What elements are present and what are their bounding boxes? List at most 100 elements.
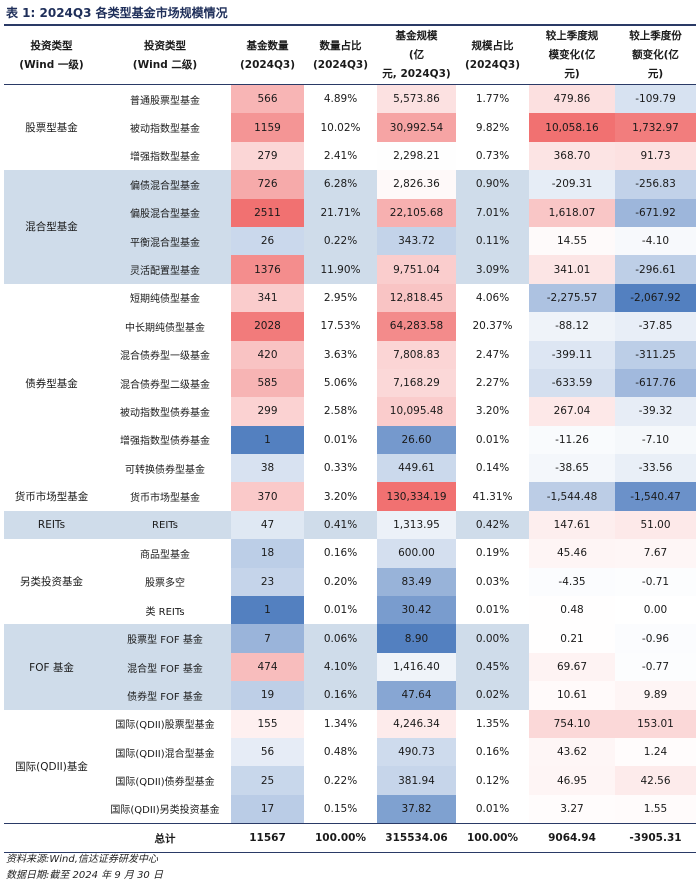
sub-type-label: 货币市场型基金 bbox=[99, 482, 231, 511]
count-pct-cell: 0.48% bbox=[304, 737, 377, 767]
total-size-pct: 100.00% bbox=[456, 823, 529, 854]
table-row: 国际(QDII)混合型基金 56 0.48% 490.73 0.16% 43.62 1.24 bbox=[4, 737, 696, 767]
size-pct-cell: 0.01% bbox=[456, 425, 529, 455]
size-pct-cell: 2.27% bbox=[456, 368, 529, 398]
fund-size-cell: 449.61 bbox=[377, 454, 456, 483]
fund-count-cell: 726 bbox=[231, 170, 304, 199]
sub-type-label: 股票多空 bbox=[99, 567, 231, 597]
size-change-cell: -88.12 bbox=[529, 312, 615, 341]
sub-type-label: 增强指数型债券基金 bbox=[99, 425, 231, 455]
total-size: 315534.06 bbox=[377, 823, 456, 854]
size-change-cell: -11.26 bbox=[529, 425, 615, 455]
fund-size-cell: 37.82 bbox=[377, 794, 456, 824]
fund-size-cell: 83.49 bbox=[377, 567, 456, 597]
size-pct-cell: 4.06% bbox=[456, 283, 529, 313]
size-pct-cell: 1.77% bbox=[456, 84, 529, 114]
top-rule bbox=[4, 24, 696, 26]
size-pct-cell: 0.02% bbox=[456, 681, 529, 710]
sub-type-label: 平衡混合型基金 bbox=[99, 226, 231, 256]
header-count: 基金数量 (2024Q3) bbox=[231, 27, 304, 85]
fund-size-cell: 7,168.29 bbox=[377, 368, 456, 398]
source-note: 资料来源:Wind,信达证券研发中心 bbox=[6, 854, 158, 865]
count-pct-cell: 0.01% bbox=[304, 596, 377, 625]
fund-count-cell: 155 bbox=[231, 709, 304, 738]
table-row: 混合债券型一级基金 420 3.63% 7,808.83 2.47% -399.11 -31… bbox=[4, 340, 696, 369]
size-change-cell: 479.86 bbox=[529, 84, 615, 114]
size-change-cell: 69.67 bbox=[529, 652, 615, 682]
share-change-cell: -617.76 bbox=[615, 368, 696, 398]
fund-count-cell: 370 bbox=[231, 482, 304, 511]
size-pct-cell: 0.14% bbox=[456, 454, 529, 483]
sub-type-label: 偏债混合型基金 bbox=[99, 170, 231, 199]
table-row: REITs REITs 47 0.41% 1,313.95 0.42% 147.61 51.0… bbox=[4, 510, 696, 540]
sub-type-label: 可转换债券型基金 bbox=[99, 454, 231, 483]
table-row: 混合型基金 偏债混合型基金 726 6.28% 2,826.36 0.90% -209.31… bbox=[4, 170, 696, 284]
group-label: 国际(QDII)基金 bbox=[4, 709, 99, 824]
count-pct-cell: 0.15% bbox=[304, 794, 377, 824]
header-level1: 投资类型 (Wind 一级) bbox=[4, 27, 99, 85]
table-row: 股票多空 23 0.20% 83.49 0.03% -4.35 -0.71 bbox=[4, 567, 696, 597]
size-change-cell: 341.01 bbox=[529, 255, 615, 284]
size-change-cell: -633.59 bbox=[529, 368, 615, 398]
fund-count-cell: 299 bbox=[231, 397, 304, 426]
fund-count-cell: 26 bbox=[231, 226, 304, 256]
sub-type-label: 类 REITs bbox=[99, 596, 231, 625]
size-pct-cell: 9.82% bbox=[456, 113, 529, 142]
table-row: 类 REITs 1 0.01% 30.42 0.01% 0.48 0.00 bbox=[4, 596, 696, 625]
size-pct-cell: 0.00% bbox=[456, 624, 529, 653]
group-label: FOF 基金 bbox=[4, 624, 99, 710]
table-row: 中长期纯债型基金 2028 17.53% 64,283.58 20.37% -88.12-… bbox=[4, 312, 696, 341]
share-change-cell: -0.96 bbox=[615, 624, 696, 653]
count-pct-cell: 0.20% bbox=[304, 567, 377, 597]
size-pct-cell: 7.01% bbox=[456, 198, 529, 227]
table-row: 灵活配置型基金 1376 11.90% 9,751.04 3.09% 341.01 -296… bbox=[4, 255, 696, 284]
share-change-cell: -256.83 bbox=[615, 170, 696, 199]
size-pct-cell: 0.12% bbox=[456, 766, 529, 795]
fund-size-cell: 2,826.36 bbox=[377, 170, 456, 199]
fund-size-cell: 381.94 bbox=[377, 766, 456, 795]
size-change-cell: 3.27 bbox=[529, 794, 615, 824]
fund-count-cell: 420 bbox=[231, 340, 304, 369]
fund-size-cell: 1,416.40 bbox=[377, 652, 456, 682]
size-pct-cell: 0.16% bbox=[456, 737, 529, 767]
fund-count-cell: 1 bbox=[231, 425, 304, 455]
header-size: 基金规模 (亿 元, 2024Q3) bbox=[377, 27, 456, 85]
size-pct-cell: 2.47% bbox=[456, 340, 529, 369]
share-change-cell: -7.10 bbox=[615, 425, 696, 455]
table-row: 债券型 FOF 基金 19 0.16% 47.64 0.02% 10.61 9.89 bbox=[4, 681, 696, 710]
fund-count-cell: 1376 bbox=[231, 255, 304, 284]
size-pct-cell: 0.73% bbox=[456, 141, 529, 171]
fund-count-cell: 1 bbox=[231, 596, 304, 625]
fund-count-cell: 7 bbox=[231, 624, 304, 653]
count-pct-cell: 0.06% bbox=[304, 624, 377, 653]
total-row: 总计 11567 100.00% 315534.06 100.00% 9064.94 -39… bbox=[4, 823, 696, 854]
size-pct-cell: 0.03% bbox=[456, 567, 529, 597]
header-count-pct: 数量占比 (2024Q3) bbox=[304, 27, 377, 85]
total-size-change: 9064.94 bbox=[529, 823, 615, 854]
count-pct-cell: 2.58% bbox=[304, 397, 377, 426]
fund-count-cell: 2511 bbox=[231, 198, 304, 227]
share-change-cell: 91.73 bbox=[615, 141, 696, 171]
table-row: FOF 基金 股票型 FOF 基金 7 0.06% 8.90 0.00% 0.21 -0.96 bbox=[4, 624, 696, 710]
sub-type-label: 混合债券型一级基金 bbox=[99, 340, 231, 369]
fund-size-cell: 30,992.54 bbox=[377, 113, 456, 142]
size-change-cell: 267.04 bbox=[529, 397, 615, 426]
total-share-change: -3905.31 bbox=[615, 823, 696, 854]
size-pct-cell: 3.20% bbox=[456, 397, 529, 426]
fund-size-cell: 2,298.21 bbox=[377, 141, 456, 171]
fund-size-cell: 47.64 bbox=[377, 681, 456, 710]
size-change-cell: 147.61 bbox=[529, 510, 615, 540]
size-change-cell: 368.70 bbox=[529, 141, 615, 171]
share-change-cell: 9.89 bbox=[615, 681, 696, 710]
share-change-cell: -671.92 bbox=[615, 198, 696, 227]
count-pct-cell: 0.01% bbox=[304, 425, 377, 455]
size-change-cell: -209.31 bbox=[529, 170, 615, 199]
share-change-cell: -2,067.92 bbox=[615, 283, 696, 313]
fund-size-cell: 10,095.48 bbox=[377, 397, 456, 426]
sub-type-label: 国际(QDII)股票型基金 bbox=[99, 709, 231, 738]
table-row: 偏股混合型基金 2511 21.71% 22,105.68 7.01% 1,618.07-… bbox=[4, 198, 696, 227]
total-count: 11567 bbox=[231, 823, 304, 854]
sub-type-label: 偏股混合型基金 bbox=[99, 198, 231, 227]
table-row: 国际(QDII)债券型基金 25 0.22% 381.94 0.12% 46.95 42.5… bbox=[4, 766, 696, 795]
share-change-cell: -1,540.47 bbox=[615, 482, 696, 511]
